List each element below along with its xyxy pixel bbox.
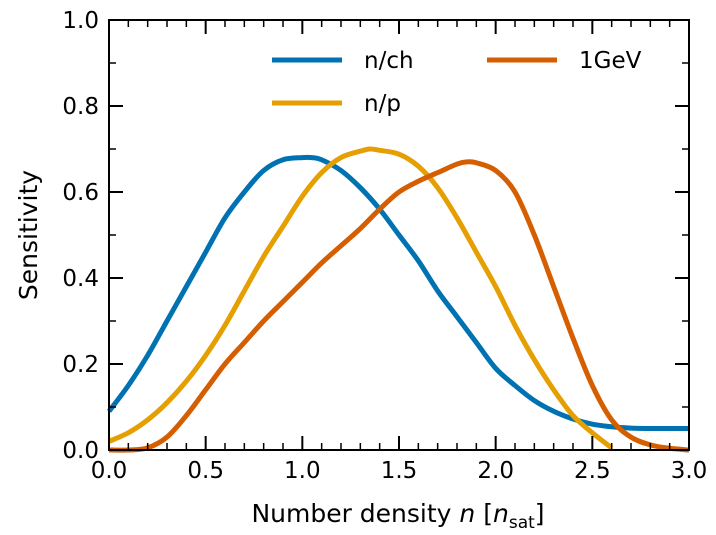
y-tick-label: 0.4 <box>62 266 99 292</box>
y-tick-label: 0.0 <box>62 438 99 464</box>
y-tick-label: 1.0 <box>62 8 99 34</box>
x-axis-label: Number density n [nsat] <box>251 499 544 533</box>
series-line-n-p <box>107 146 614 450</box>
x-tick-label: 0.0 <box>91 458 128 484</box>
x-axis-label-var: n <box>459 499 475 528</box>
legend-label: 1GeV <box>579 48 642 74</box>
legend-label: n/ch <box>364 48 414 74</box>
y-axis-label: Sensitivity <box>14 170 43 300</box>
x-axis-label-prefix: Number density <box>251 499 459 528</box>
series-layer <box>106 146 690 453</box>
x-tick-label: 0.5 <box>187 458 224 484</box>
x-tick-label: 2.5 <box>574 458 611 484</box>
legend-label: n/p <box>364 91 401 117</box>
x-tick-label: 1.5 <box>381 458 418 484</box>
x-tick-label: 1.0 <box>284 458 321 484</box>
x-tick-label: 2.0 <box>477 458 514 484</box>
legend: n/ch n/p 1GeV <box>272 48 642 117</box>
x-axis-label-bracket-close: ] <box>535 499 545 528</box>
ticks-layer: 0.0 0.5 1.0 1.5 2.0 2.5 3.0 0.0 0.2 0.4 0.6 0.8 1.0 <box>62 8 707 484</box>
x-axis-label-unit-var: n <box>493 499 509 528</box>
x-axis-label-bracket-open: [ <box>475 499 493 528</box>
y-tick-label: 0.6 <box>62 180 99 206</box>
x-axis-label-unit-sub: sat <box>509 513 535 533</box>
y-tick-label: 0.2 <box>62 352 99 378</box>
series-line-n-ch <box>106 154 689 432</box>
plot-frame <box>108 19 690 451</box>
series-line-1gev <box>108 159 690 453</box>
x-tick-label: 3.0 <box>671 458 708 484</box>
y-tick-label: 0.8 <box>62 94 99 120</box>
